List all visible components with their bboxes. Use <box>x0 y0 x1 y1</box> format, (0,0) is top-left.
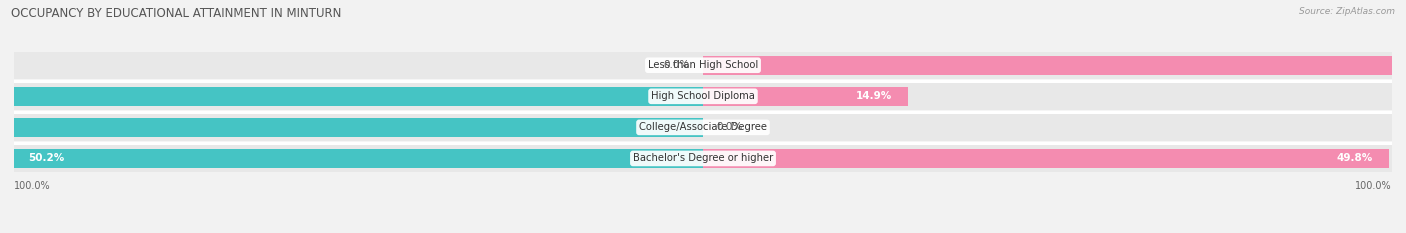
Bar <box>14 145 1392 172</box>
Bar <box>14 114 1392 141</box>
Bar <box>14 83 1392 110</box>
Bar <box>11 149 703 168</box>
Bar <box>0 87 703 106</box>
Text: Source: ZipAtlas.com: Source: ZipAtlas.com <box>1299 7 1395 16</box>
Text: 0.0%: 0.0% <box>664 60 689 70</box>
Text: 49.8%: 49.8% <box>1336 154 1372 163</box>
Text: 14.9%: 14.9% <box>855 91 891 101</box>
Bar <box>703 87 908 106</box>
Text: 100.0%: 100.0% <box>1355 181 1392 191</box>
Text: High School Diploma: High School Diploma <box>651 91 755 101</box>
Bar <box>703 149 1389 168</box>
Text: College/Associate Degree: College/Associate Degree <box>638 122 768 132</box>
Text: OCCUPANCY BY EDUCATIONAL ATTAINMENT IN MINTURN: OCCUPANCY BY EDUCATIONAL ATTAINMENT IN M… <box>11 7 342 20</box>
Text: 0.0%: 0.0% <box>717 122 742 132</box>
Legend: Owner-occupied, Renter-occupied: Owner-occupied, Renter-occupied <box>595 231 811 233</box>
Text: 50.2%: 50.2% <box>28 154 65 163</box>
Text: 100.0%: 100.0% <box>14 181 51 191</box>
Text: Bachelor's Degree or higher: Bachelor's Degree or higher <box>633 154 773 163</box>
Bar <box>0 118 703 137</box>
Text: Less than High School: Less than High School <box>648 60 758 70</box>
Bar <box>703 56 1406 75</box>
Bar <box>14 52 1392 79</box>
